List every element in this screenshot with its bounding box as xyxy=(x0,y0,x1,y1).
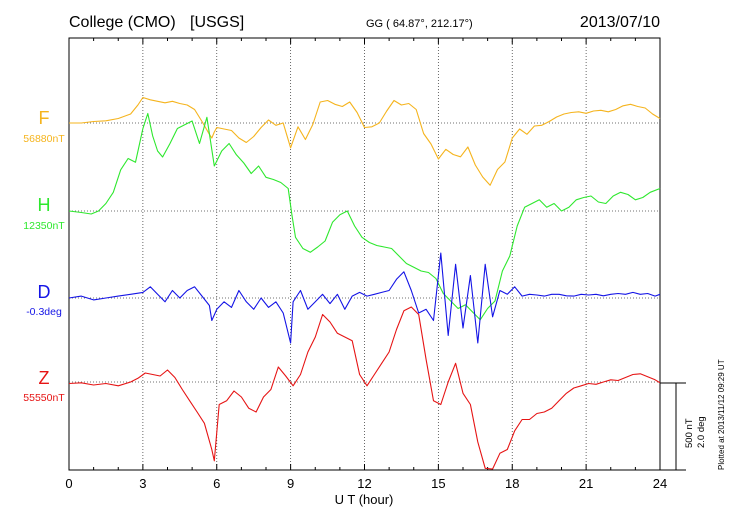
series-baseline-z: 55550nT xyxy=(23,392,65,404)
x-axis-ticks: 0 3 6 9 12 15 18 21 24 xyxy=(65,38,667,491)
x-tick-label: 0 xyxy=(65,476,72,491)
x-tick-label: 15 xyxy=(431,476,445,491)
series-lines xyxy=(68,96,661,470)
scale-bar: 500 nT 2.0 deg xyxy=(660,382,707,471)
x-tick-label: 9 xyxy=(287,476,294,491)
series-name-h: H xyxy=(38,195,51,215)
series-line-d xyxy=(68,252,661,344)
x-tick-label: 24 xyxy=(653,476,667,491)
series-baseline-d: -0.3deg xyxy=(26,306,62,318)
series-baseline-f: 56880nT xyxy=(23,133,65,145)
x-axis-title: U T (hour) xyxy=(335,492,394,507)
plotted-note: Plotted at 2013/11/12 09:29 UT xyxy=(717,359,726,470)
series-line-h xyxy=(68,112,661,321)
series-labels: F 56880nT H 12350nT D -0.3deg Z 55550nT xyxy=(23,108,65,404)
x-tick-label: 6 xyxy=(213,476,220,491)
series-line-f xyxy=(69,96,661,186)
coords-label: GG ( 64.87°, 212.17°) xyxy=(366,18,473,30)
series-baseline-h: 12350nT xyxy=(23,220,65,232)
grid-lines xyxy=(69,38,660,470)
series-line-z xyxy=(68,306,661,470)
x-tick-label: 3 xyxy=(139,476,146,491)
network-label: [USGS] xyxy=(190,14,244,31)
series-name-d: D xyxy=(38,282,51,302)
scale-bar-nt-label: 500 nT xyxy=(684,418,695,448)
x-tick-label: 12 xyxy=(357,476,371,491)
x-tick-label: 21 xyxy=(579,476,593,491)
date-label: 2013/07/10 xyxy=(580,14,660,31)
series-name-f: F xyxy=(39,108,50,128)
x-tick-label: 18 xyxy=(505,476,519,491)
station-title: College (CMO) xyxy=(69,14,176,31)
series-name-z: Z xyxy=(39,368,50,388)
scale-bar-deg-label: 2.0 deg xyxy=(696,416,707,448)
